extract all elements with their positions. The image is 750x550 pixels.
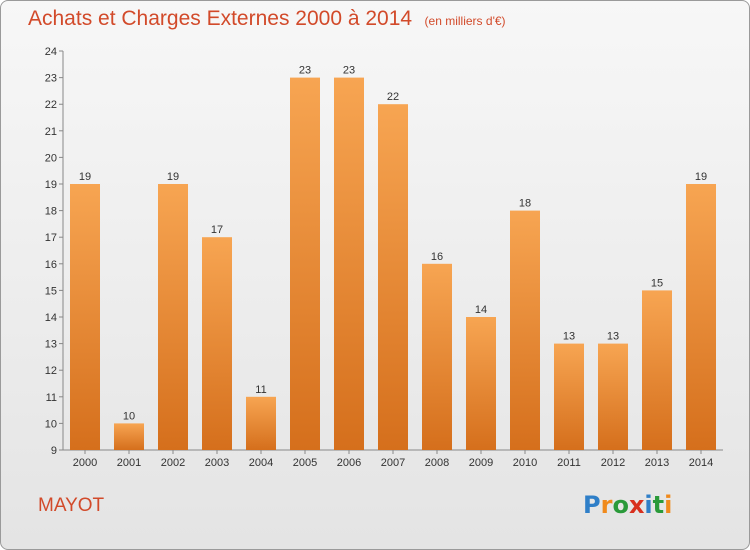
x-tick-label: 2000 bbox=[73, 457, 97, 469]
bar-value-label: 19 bbox=[695, 171, 707, 183]
bar-2001 bbox=[114, 423, 144, 450]
logo-letter: i bbox=[664, 491, 673, 519]
chart-title: Achats et Charges Externes 2000 à 2014 bbox=[28, 7, 413, 30]
bar-value-label: 10 bbox=[123, 410, 135, 422]
x-tick-label: 2007 bbox=[381, 457, 405, 469]
y-tick-label: 21 bbox=[45, 126, 57, 138]
y-tick-label: 13 bbox=[45, 339, 57, 351]
logo-letter: i bbox=[644, 491, 653, 519]
x-tick-label: 2004 bbox=[249, 457, 273, 469]
bar-value-label: 13 bbox=[607, 331, 619, 343]
bar-value-label: 17 bbox=[211, 224, 223, 236]
bar-value-label: 16 bbox=[431, 251, 443, 263]
x-tick-label: 2006 bbox=[337, 457, 361, 469]
y-tick-label: 9 bbox=[51, 445, 57, 457]
bar-2012 bbox=[598, 343, 628, 450]
bar-value-label: 13 bbox=[563, 331, 575, 343]
x-tick-label: 2013 bbox=[645, 457, 669, 469]
bar-2008 bbox=[422, 263, 452, 450]
title-row: Achats et Charges Externes 2000 à 2014 (… bbox=[28, 7, 506, 31]
y-tick-label: 19 bbox=[45, 179, 57, 191]
bar-2006 bbox=[334, 77, 364, 450]
commune-name: MAYOT bbox=[38, 495, 105, 516]
y-tick-label: 24 bbox=[45, 46, 57, 58]
bar-2013 bbox=[642, 290, 672, 450]
proxiti-logo[interactable]: Proxiti bbox=[583, 491, 672, 519]
bar-value-label: 23 bbox=[299, 65, 311, 77]
x-tick-label: 2003 bbox=[205, 457, 229, 469]
bar-value-label: 22 bbox=[387, 91, 399, 103]
bar-2002 bbox=[158, 184, 188, 450]
x-tick-label: 2011 bbox=[557, 457, 581, 469]
y-tick-label: 20 bbox=[45, 152, 57, 164]
x-tick-label: 2008 bbox=[425, 457, 449, 469]
bar-value-label: 23 bbox=[343, 65, 355, 77]
y-tick-label: 11 bbox=[46, 392, 57, 404]
bar-2003 bbox=[202, 237, 232, 450]
y-tick-label: 10 bbox=[45, 418, 57, 430]
y-tick-label: 12 bbox=[45, 365, 57, 377]
logo-letter: t bbox=[652, 491, 665, 519]
bar-2004 bbox=[246, 396, 276, 450]
x-tick-label: 2002 bbox=[161, 457, 185, 469]
x-tick-label: 2001 bbox=[117, 457, 141, 469]
bar-2005 bbox=[290, 77, 320, 450]
x-tick-label: 2012 bbox=[601, 457, 625, 469]
bar-2007 bbox=[378, 104, 408, 450]
bar-value-label: 14 bbox=[475, 304, 487, 316]
chart-subtitle: (en milliers d'€) bbox=[424, 14, 506, 28]
bar-value-label: 11 bbox=[255, 384, 266, 396]
bar-2010 bbox=[510, 210, 540, 450]
logo-letter: x bbox=[628, 491, 645, 519]
bar-2014 bbox=[686, 184, 716, 450]
bar-value-label: 15 bbox=[651, 277, 663, 289]
y-tick-label: 14 bbox=[45, 312, 57, 324]
logo-letter: o bbox=[612, 491, 629, 519]
x-tick-label: 2014 bbox=[689, 457, 713, 469]
y-tick-label: 23 bbox=[45, 73, 57, 85]
y-tick-label: 17 bbox=[45, 232, 57, 244]
x-tick-label: 2010 bbox=[513, 457, 537, 469]
bar-2000 bbox=[70, 184, 100, 450]
bar-value-label: 19 bbox=[79, 171, 91, 183]
bar-value-label: 19 bbox=[167, 171, 179, 183]
bar-value-label: 18 bbox=[519, 198, 531, 210]
y-tick-label: 16 bbox=[45, 259, 57, 271]
bar-2009 bbox=[466, 317, 496, 450]
logo-letter: P bbox=[583, 491, 601, 519]
y-tick-label: 15 bbox=[45, 285, 57, 297]
x-tick-label: 2009 bbox=[469, 457, 493, 469]
y-tick-label: 22 bbox=[45, 99, 57, 111]
x-tick-label: 2005 bbox=[293, 457, 317, 469]
y-tick-label: 18 bbox=[45, 206, 57, 218]
bar-2011 bbox=[554, 343, 584, 450]
logo-letter: r bbox=[600, 491, 613, 519]
